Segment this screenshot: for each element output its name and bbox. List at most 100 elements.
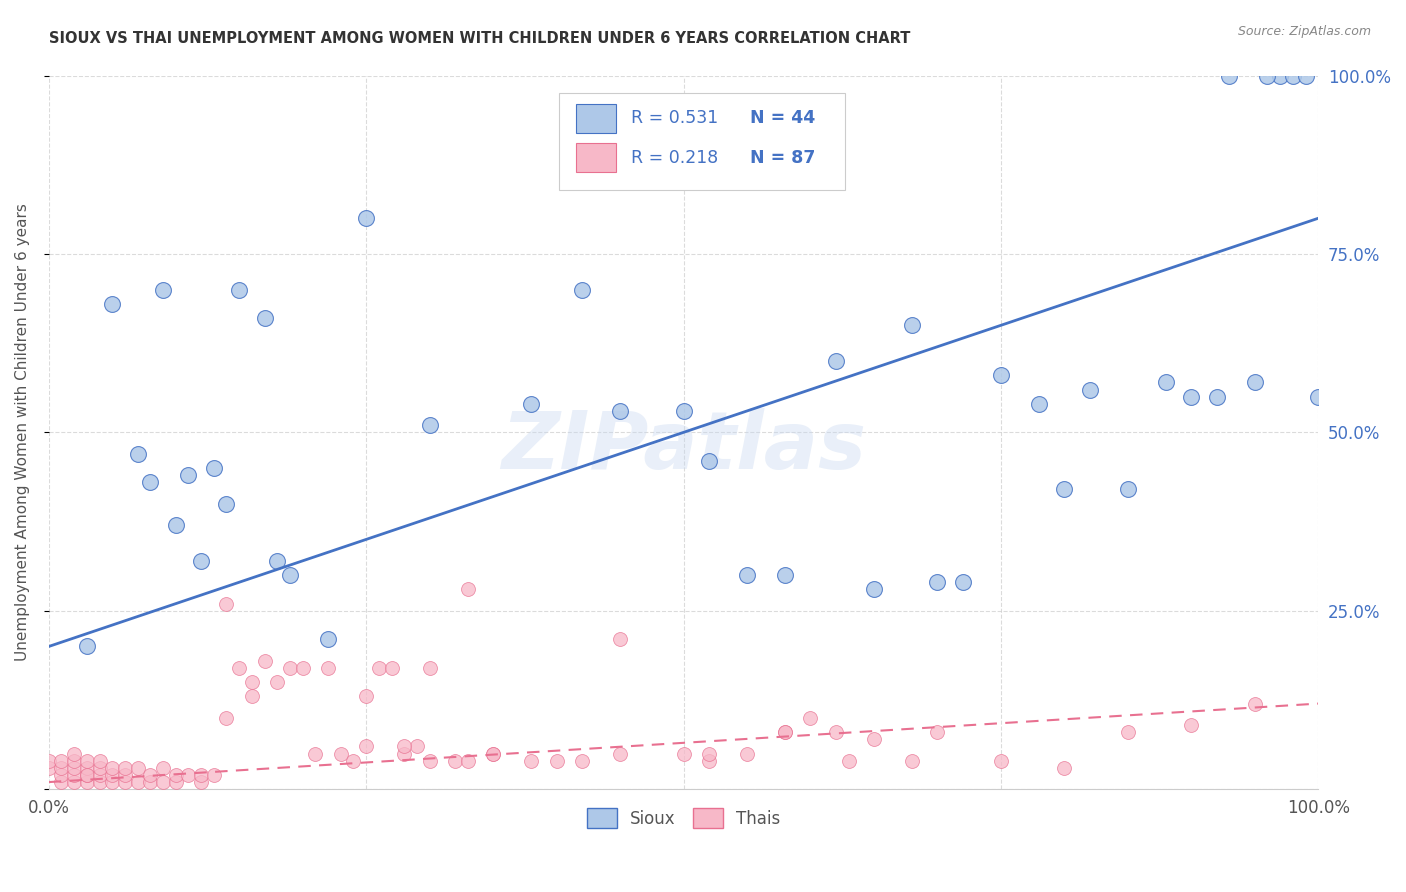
Point [63, 775, 86, 789]
Point [990, 368, 1012, 383]
Point [76, 640, 98, 654]
Point [51, 754, 73, 768]
Point [89, 754, 111, 768]
Point [253, 311, 276, 326]
Point [101, 768, 124, 782]
Text: N = 44: N = 44 [749, 110, 815, 128]
Point [278, 661, 301, 675]
Point [609, 747, 631, 761]
Point [901, 318, 924, 333]
Point [342, 754, 364, 768]
Point [1154, 376, 1177, 390]
Point [1256, 69, 1278, 83]
Point [1243, 697, 1265, 711]
Point [838, 754, 860, 768]
Point [215, 497, 238, 511]
Text: R = 0.531: R = 0.531 [631, 110, 718, 128]
Point [165, 775, 187, 789]
Point [63, 768, 86, 782]
Point [697, 754, 720, 768]
Text: N = 87: N = 87 [749, 149, 815, 167]
Legend: Sioux, Thais: Sioux, Thais [581, 802, 787, 834]
Point [1180, 718, 1202, 732]
Point [101, 761, 124, 775]
Point [127, 447, 149, 461]
Point [278, 568, 301, 582]
Point [76, 768, 98, 782]
Point [51, 768, 73, 782]
Point [1053, 761, 1076, 775]
Point [773, 725, 796, 739]
Text: R = 0.218: R = 0.218 [631, 149, 718, 167]
Point [609, 632, 631, 647]
Point [215, 711, 238, 725]
Point [329, 747, 352, 761]
Point [990, 754, 1012, 768]
Point [672, 747, 695, 761]
Point [127, 761, 149, 775]
Point [101, 775, 124, 789]
Point [773, 568, 796, 582]
Point [177, 468, 200, 483]
Point [253, 654, 276, 668]
Point [266, 554, 288, 568]
Point [76, 775, 98, 789]
Point [482, 747, 505, 761]
Y-axis label: Unemployment Among Women with Children Under 6 years: Unemployment Among Women with Children U… [15, 203, 30, 661]
Point [89, 768, 111, 782]
Point [863, 732, 886, 747]
Point [571, 283, 593, 297]
Point [139, 768, 162, 782]
Point [419, 754, 441, 768]
Point [1180, 390, 1202, 404]
Point [799, 711, 821, 725]
Point [520, 754, 543, 768]
Point [419, 418, 441, 433]
Point [1270, 69, 1292, 83]
Point [773, 725, 796, 739]
Point [952, 575, 974, 590]
Point [114, 768, 136, 782]
Point [735, 568, 758, 582]
Text: SIOUX VS THAI UNEMPLOYMENT AMONG WOMEN WITH CHILDREN UNDER 6 YEARS CORRELATION C: SIOUX VS THAI UNEMPLOYMENT AMONG WOMEN W… [49, 31, 911, 46]
Point [392, 747, 415, 761]
Point [672, 404, 695, 418]
Point [152, 761, 174, 775]
Point [1205, 390, 1227, 404]
Point [1053, 483, 1076, 497]
Point [1295, 69, 1317, 83]
Point [1028, 397, 1050, 411]
Point [901, 754, 924, 768]
Point [215, 597, 238, 611]
Point [63, 761, 86, 775]
Point [1116, 725, 1139, 739]
Point [38, 754, 60, 768]
Point [1282, 69, 1305, 83]
Point [165, 518, 187, 533]
Point [735, 747, 758, 761]
Point [127, 775, 149, 789]
Point [76, 761, 98, 775]
Point [240, 675, 263, 690]
Point [202, 768, 225, 782]
Point [114, 761, 136, 775]
FancyBboxPatch shape [575, 104, 616, 133]
Point [1078, 383, 1101, 397]
Point [202, 461, 225, 475]
Point [76, 768, 98, 782]
FancyBboxPatch shape [560, 94, 845, 190]
Point [228, 661, 250, 675]
Point [190, 775, 212, 789]
Point [177, 768, 200, 782]
Point [316, 661, 339, 675]
Point [304, 747, 326, 761]
Point [406, 739, 429, 754]
Point [354, 690, 377, 704]
Point [863, 582, 886, 597]
Point [316, 632, 339, 647]
Point [1308, 390, 1330, 404]
Point [482, 747, 505, 761]
Point [927, 725, 949, 739]
Point [380, 661, 402, 675]
Point [165, 768, 187, 782]
